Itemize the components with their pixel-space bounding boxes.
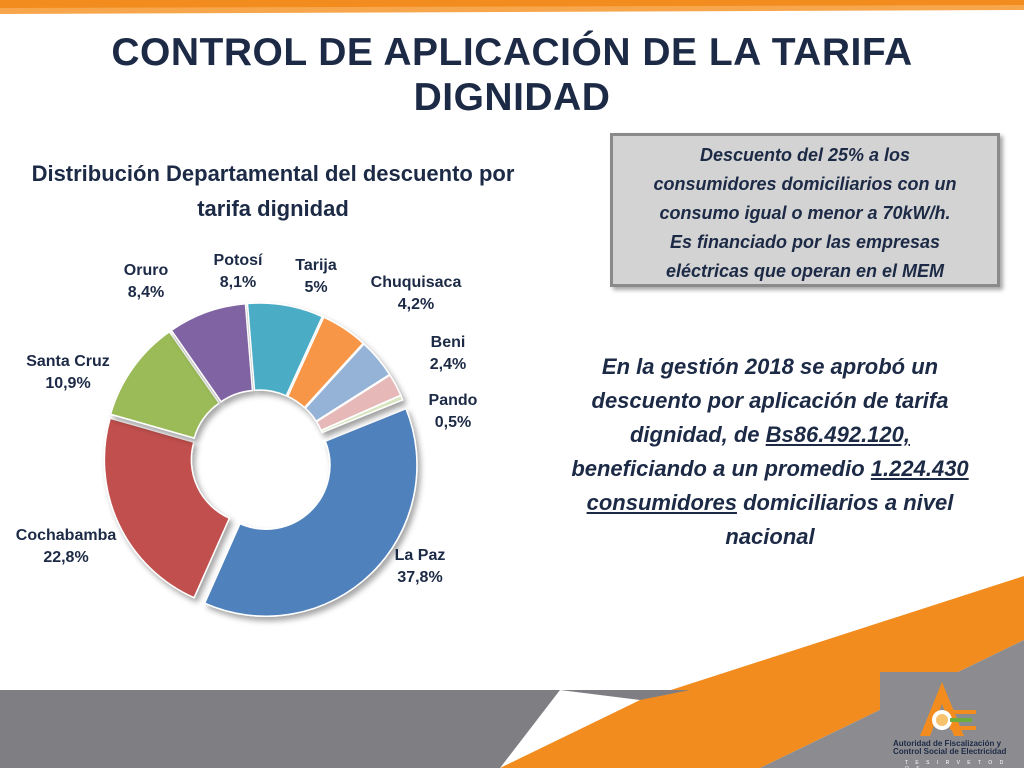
summary-line: descuento por aplicación de tarifa [591,388,949,413]
logo-motto: T E S I R V E T O D O S [905,760,1007,772]
footer-gray-band [0,690,560,768]
slice-chuquisaca [304,342,391,423]
summary-line: beneficiando a un promedio 1.224.430 [540,452,1000,486]
slice-name-label: Cochabamba [16,527,117,544]
summary-line: nacional [725,524,815,549]
discount-amount: Bs86.492.120, [765,422,910,447]
logo-line: Control Social de Electricidad [893,747,1007,756]
note-line: Descuento del 25% a los [699,145,911,165]
discount-note-box: Descuento del 25% a los consumidores dom… [610,133,1000,287]
slice-name-label: Tarija [295,257,337,274]
slice-value-label: 22,8% [43,549,88,566]
slice-value-label: 10,9% [45,375,90,392]
slice-pando [320,394,404,434]
slice-value-label: 0,5% [435,414,471,431]
slice-value-label: 8,4% [128,284,164,301]
consumers-word: consumidores [586,490,737,515]
top-orange-band [0,0,1024,14]
slice-name-label: Santa Cruz [26,353,110,370]
slice-value-label: 8,1% [220,274,256,291]
consumer-count: 1.224.430 [870,456,969,481]
note-line: consumidores domiciliarios con un [653,174,957,194]
slice-name-label: Pando [429,392,478,409]
slice-value-label: 5% [304,279,327,296]
logo-line: Autoridad de Fiscalización y [893,739,1002,748]
ae-logo-icon [880,672,1024,768]
note-line: eléctricas que operan en el MEM [665,261,945,281]
summary-text: En la gestión 2018 se aprobó un descuent… [540,350,1000,554]
slice-name-label: Chuquisaca [371,274,462,291]
summary-line: dignidad, de Bs86.492.120, [540,418,1000,452]
summary-line-text: domiciliarios a nivel [736,490,954,515]
slice-oruro [170,302,254,403]
slice-value-label: 37,8% [397,569,442,586]
slice-name-label: La Paz [395,547,446,564]
slice-tarija [286,316,365,409]
summary-line-text: dignidad, de [629,422,766,447]
summary-line-text: beneficiando a un promedio [571,456,871,481]
slice-cochabamba [103,417,231,599]
summary-line: consumidores domiciliarios a nivel [540,486,1000,520]
summary-line: En la gestión 2018 se aprobó un [601,354,939,379]
note-line: Es financiado por las empresas [669,232,941,252]
slice-santa-cruz [109,330,221,440]
note-line: consumo igual o menor a 70kW/h. [659,203,951,223]
page-title: CONTROL DE APLICACIÓN DE LA TARIFA DIGNI… [111,31,913,119]
slice-name-label: Oruro [124,262,169,279]
footer-orange-stripe [500,576,1024,768]
slice-name-label: Beni [431,334,466,351]
slice-value-label: 4,2% [398,296,434,313]
slice-value-label: 2,4% [430,356,466,373]
slice-name-label: Potosí [214,252,263,269]
chart-title: Distribución Departamental del descuento… [31,161,515,221]
slice-la-paz [203,407,418,617]
slice-potos- [246,302,324,397]
logo-text: Autoridad de Fiscalización y Control Soc… [893,740,1021,756]
